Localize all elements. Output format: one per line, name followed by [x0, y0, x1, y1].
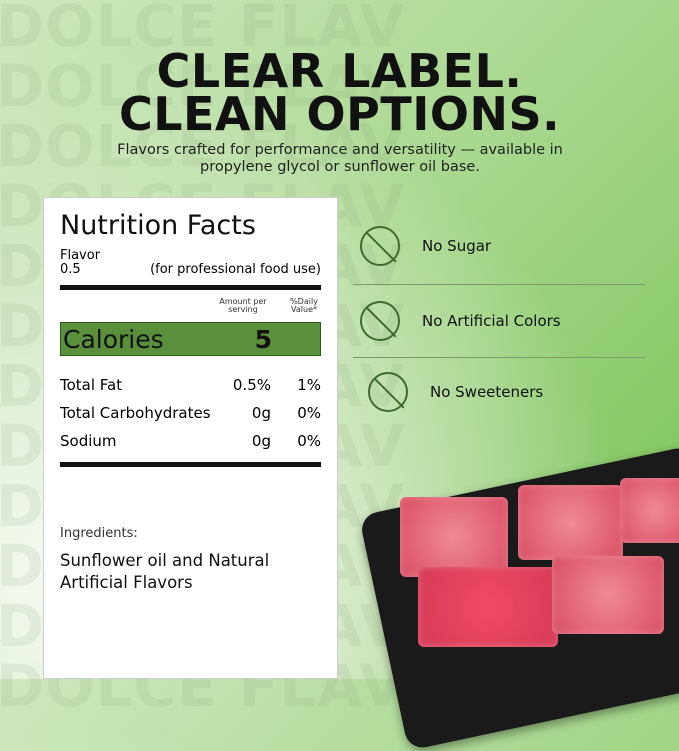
nutrient-amount: 0.5% [232, 376, 271, 394]
ingredients-text: Sunflower oil and Natural Artificial Fla… [60, 551, 270, 592]
nutrient-name: Total Carbohydrates [60, 404, 211, 422]
no-sweetener-packet-icon [368, 372, 408, 412]
nutrient-amount: 0g [251, 404, 271, 422]
calories-label: Calories [63, 324, 164, 354]
feature-no-sweeteners: No Sweeteners [368, 356, 653, 428]
no-dropper-icon [360, 301, 400, 341]
feature-label: No Sweeteners [430, 383, 544, 401]
candy-cube [620, 478, 679, 543]
nutrient-name: Total Fat [60, 376, 123, 394]
candy-cube [400, 497, 508, 577]
headline-line-2: CLEAN OPTIONS. [118, 87, 561, 141]
product-name: Flavor [60, 248, 101, 263]
feature-label: No Sugar [422, 237, 492, 255]
dv-header: %Daily Value* [290, 297, 318, 314]
candy-cube [552, 556, 664, 634]
divider-bar [60, 285, 321, 290]
divider-bar [60, 462, 321, 467]
divider [353, 357, 645, 358]
headline-line-1: CLEAR LABEL. [156, 44, 523, 98]
calories-row: Calories 5 [60, 322, 321, 356]
candy-cube [518, 485, 623, 560]
nutrient-row: Sodium 0g 0% [60, 432, 321, 450]
serving: 0.5 [60, 262, 81, 277]
headline: CLEAR LABEL. CLEAN OPTIONS. [0, 48, 679, 137]
nutrition-facts-label: Nutrition Facts Flavor 0.5 (for professio… [43, 197, 338, 679]
feature-no-sugar: No Sugar [360, 210, 645, 282]
nutrient-row: Total Fat 0.5% 1% [60, 376, 321, 394]
nutrient-dv: 0% [297, 404, 321, 422]
candy-cube [418, 567, 558, 647]
calories-value: 5 [254, 324, 272, 354]
nutrient-dv: 1% [297, 376, 321, 394]
nutrient-name: Sodium [60, 432, 117, 450]
nutrition-title: Nutrition Facts [60, 210, 256, 241]
subtitle: Flavors crafted for performance and vers… [117, 142, 563, 175]
amount-header: Amount per serving [219, 297, 267, 314]
ingredients-label: Ingredients: [60, 526, 138, 541]
feature-label: No Artificial Colors [422, 312, 561, 330]
nutrient-row: Total Carbohydrates 0g 0% [60, 404, 321, 422]
nutrient-dv: 0% [297, 432, 321, 450]
nutrient-amount: 0g [251, 432, 271, 450]
feature-no-artificial-colors: No Artificial Colors [360, 285, 645, 357]
divider [353, 284, 645, 285]
usage-note: (for professional food use) [150, 262, 321, 277]
no-sugar-cubes-icon [360, 226, 400, 266]
